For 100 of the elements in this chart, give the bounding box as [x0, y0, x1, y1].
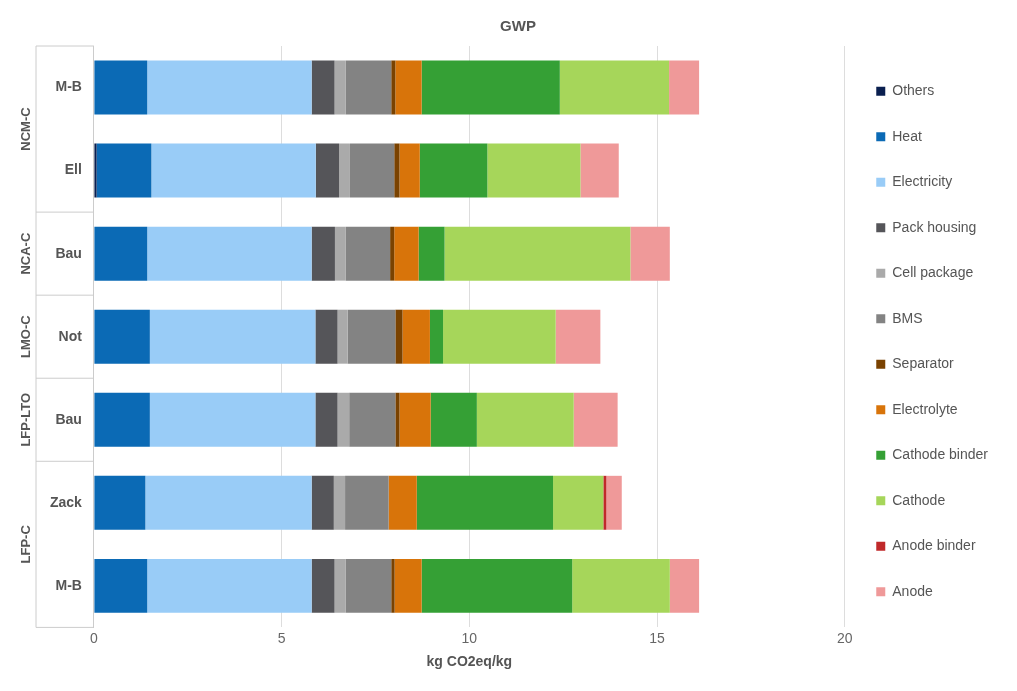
bar: [315, 143, 340, 198]
bar: [94, 60, 148, 115]
legend-label: Cathode: [892, 491, 946, 508]
y-tick-label: Bau: [55, 410, 82, 427]
bar: [669, 60, 700, 115]
bar: [395, 392, 400, 447]
bar: [430, 392, 477, 447]
bar: [337, 392, 350, 447]
bar: [388, 475, 417, 530]
bar: [311, 558, 335, 613]
x-tick-label: 5: [277, 629, 286, 646]
bar: [402, 309, 430, 364]
bar: [334, 558, 346, 613]
bar: [345, 475, 389, 530]
bar: [94, 558, 148, 613]
bar: [606, 475, 622, 530]
bar: [580, 143, 619, 198]
bar: [149, 392, 316, 447]
bar: [399, 392, 431, 447]
text: LMO-C: [17, 314, 33, 358]
bar: [147, 60, 312, 115]
bar: [391, 60, 396, 115]
x-tick-label: 20: [836, 629, 853, 646]
bar: [94, 475, 146, 530]
legend-label: Separator: [892, 355, 955, 372]
bar: [553, 475, 604, 530]
bar: [347, 309, 396, 364]
text: NCA-C: [17, 232, 33, 275]
text: NCM-C: [17, 106, 33, 151]
bar: [311, 475, 334, 530]
bar: [394, 143, 400, 198]
bar: [391, 558, 395, 613]
bar: [94, 143, 97, 198]
bar: [443, 309, 556, 364]
bar: [337, 309, 348, 364]
bar: [394, 558, 422, 613]
legend-label: Electricity: [892, 173, 953, 190]
bar: [416, 475, 554, 530]
bar: [145, 475, 312, 530]
legend-label: BMS: [892, 309, 923, 326]
bar: [147, 226, 312, 281]
x-axis-title: kg CO2eq/kg: [426, 653, 513, 670]
bar: [333, 475, 346, 530]
bar: [444, 226, 631, 281]
bar: [669, 558, 700, 613]
legend-label: Electrolyte: [892, 400, 958, 417]
bar: [390, 226, 395, 281]
bar: [487, 143, 581, 198]
bar: [339, 143, 350, 198]
y-tick-label: Ell: [64, 161, 82, 178]
y-tick-label: Zack: [49, 493, 83, 510]
bar: [94, 309, 150, 364]
bar: [311, 226, 335, 281]
bar: [147, 558, 312, 613]
legend-label: Anode: [892, 582, 933, 599]
bar: [559, 60, 670, 115]
bar: [394, 226, 419, 281]
bar: [345, 226, 391, 281]
bar: [399, 143, 420, 198]
bar: [555, 309, 601, 364]
legend-label: Others: [892, 82, 935, 99]
y-tick-label: M-B: [55, 78, 82, 95]
bar: [149, 309, 316, 364]
x-tick-label: 15: [649, 629, 666, 646]
bar: [349, 143, 395, 198]
legend-label: Anode binder: [892, 537, 976, 554]
bar: [421, 558, 573, 613]
bar: [429, 309, 444, 364]
bar: [94, 392, 150, 447]
bar: [94, 226, 148, 281]
chart-title: GWP: [500, 17, 536, 35]
y-tick-label: Not: [58, 327, 83, 344]
text: LFP-C: [17, 524, 33, 564]
bar: [345, 558, 392, 613]
y-tick-label: Bau: [55, 244, 82, 261]
bar: [345, 60, 392, 115]
bar: [603, 475, 607, 530]
bar: [96, 143, 152, 198]
bar: [573, 392, 618, 447]
legend-label: Cell package: [892, 264, 974, 281]
bar: [395, 309, 403, 364]
bar: [395, 60, 422, 115]
bar: [311, 60, 335, 115]
legend-label: Pack housing: [892, 218, 977, 235]
bar: [419, 143, 488, 198]
x-tick-label: 0: [90, 629, 99, 646]
legend-label: Heat: [892, 127, 922, 144]
y-tick-label: M-B: [55, 576, 82, 593]
legend-label: Cathode binder: [892, 446, 989, 463]
bar: [315, 392, 338, 447]
bar: [334, 60, 346, 115]
bar: [151, 143, 316, 198]
bar: [349, 392, 396, 447]
bar: [572, 558, 670, 613]
bar: [315, 309, 338, 364]
bar: [418, 226, 445, 281]
bar: [421, 60, 560, 115]
bar: [476, 392, 574, 447]
bar: [630, 226, 670, 281]
text: LFP-LTO: [17, 392, 33, 447]
